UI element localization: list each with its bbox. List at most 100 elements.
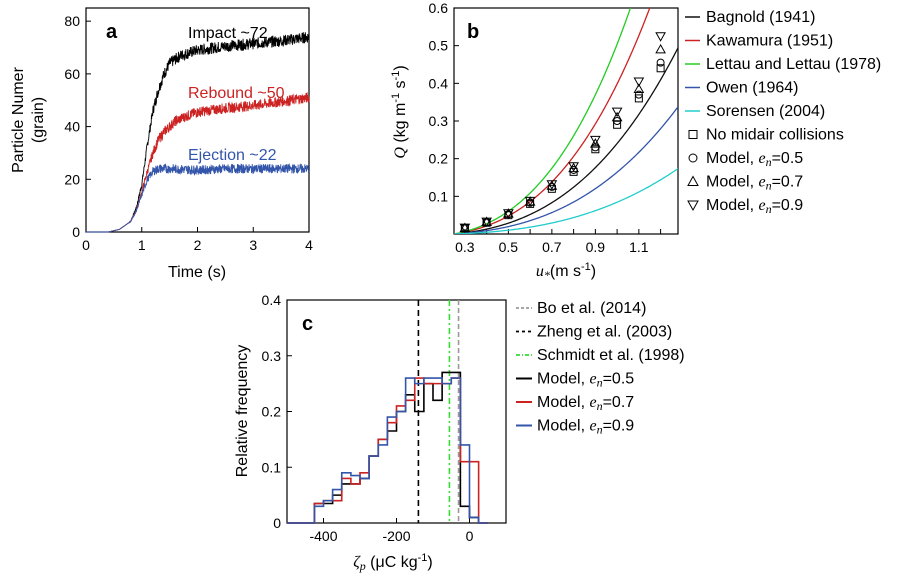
panel-c-ylabel: Relative frequency — [234, 345, 251, 478]
x-tick-label: 0 — [82, 237, 90, 253]
panel-c-legend: Bo et al. (2014) Zheng et al. (2003) Schmi… — [516, 300, 685, 437]
y-tick-label: 40 — [64, 119, 80, 135]
histogram-0 — [287, 371, 488, 524]
y-tick-label: 0.1 — [429, 188, 449, 204]
legend-label: Model, en=0.5 — [706, 150, 803, 169]
x-tick-label: 3 — [249, 237, 257, 253]
legend-marker-2 — [687, 175, 699, 186]
x-tick-label: 0.5 — [499, 239, 519, 255]
model-curve-1 — [454, 8, 651, 234]
legend-label: Model, en=0.5 — [537, 371, 634, 390]
panel-b-label: b — [467, 21, 479, 43]
data-point-3-6 — [590, 135, 601, 146]
x-tick-label: -400 — [309, 528, 337, 544]
legend-marker-0 — [688, 130, 698, 139]
x-tick-label: 0.3 — [455, 239, 475, 255]
panel-c-histograms — [287, 371, 488, 524]
panel-b-plot-frame — [453, 7, 679, 235]
data-point-0-7 — [613, 120, 622, 129]
series-label-rebound: Rebound ~50 — [188, 85, 285, 102]
panel-a-ylabel-line2: (grain) — [30, 97, 47, 143]
legend-label-3: Owen (1964) — [706, 80, 799, 97]
data-point-1-8 — [634, 90, 643, 99]
y-tick-label: 80 — [64, 13, 80, 29]
panel-b-ticks: 0.3 0.5 0.7 0.9 1.1 0.1 0.2 0.3 0.4 0.5 0.6 — [429, 0, 662, 255]
legend-label-4: Sorensen (2004) — [706, 103, 825, 120]
x-tick-label: 0.7 — [542, 239, 562, 255]
legend-marker-1 — [688, 153, 698, 163]
legend-label: Model, en=0.9 — [537, 418, 634, 437]
panel-c-xlabel: ζp (μC kg-1) — [353, 552, 433, 573]
data-point-2-8 — [633, 83, 645, 93]
y-tick-label: 0.1 — [262, 459, 282, 475]
y-tick-label: 0.6 — [429, 0, 449, 16]
x-tick-label: 0.9 — [586, 239, 606, 255]
data-point-3-5 — [568, 162, 579, 172]
model-curve-2 — [454, 8, 632, 234]
legend-label-2: Lettau and Lettau (1978) — [706, 56, 881, 73]
model-curve-0 — [454, 47, 678, 234]
y-tick-label: 0.2 — [429, 151, 449, 167]
y-tick-label: 60 — [64, 66, 80, 82]
y-tick-label: 0.2 — [262, 404, 282, 420]
panel-b: b 0.3 0.5 0.7 0.9 1.1 0.1 0.2 0.3 0.4 0.5 0.6 Bagn… — [390, 0, 881, 282]
x-tick-label: -200 — [382, 528, 410, 544]
panel-a-series-labels: Impact ~72 Rebound ~50 Ejection ~22 — [188, 25, 285, 164]
legend-label-2: Schmidt et al. (1998) — [537, 347, 685, 364]
y-tick-label: 0.4 — [429, 75, 449, 91]
data-point-1-9 — [656, 58, 665, 67]
panel-c-ticks: -400 -200 0 0 0.1 0.2 0.3 0.4 — [262, 292, 474, 544]
data-point-2-7 — [611, 111, 623, 122]
legend-label: No midair collisions — [706, 127, 844, 144]
data-point-2-9 — [655, 43, 666, 54]
panel-b-markers — [459, 32, 666, 234]
data-point-3-2 — [503, 209, 514, 219]
data-point-3-4 — [546, 180, 558, 190]
y-tick-label: 0.3 — [429, 113, 449, 129]
legend-marker-3 — [687, 200, 699, 212]
x-tick-label: 1 — [138, 237, 146, 253]
data-point-2-6 — [590, 138, 601, 148]
legend-label-1: Kawamura (1951) — [706, 33, 833, 50]
panel-c-label: c — [302, 313, 313, 335]
series-line-2 — [86, 163, 310, 233]
data-point-3-0 — [459, 223, 471, 234]
data-point-0-9 — [656, 64, 665, 73]
series-line-0 — [86, 32, 310, 233]
panel-a-label: a — [106, 21, 118, 43]
histogram-2 — [287, 377, 488, 524]
legend-label: Model, en=0.9 — [706, 197, 803, 216]
panel-a-series — [86, 32, 310, 233]
data-point-3-1 — [481, 217, 492, 228]
legend-label: Model, en=0.7 — [706, 174, 803, 193]
data-point-3-3 — [524, 196, 536, 207]
series-label-impact: Impact ~72 — [188, 25, 268, 42]
panel-c: c -400 -200 0 0 0.1 0.2 0.3 0.4 Bo et al. (2014… — [234, 292, 685, 573]
y-tick-label: 0.4 — [262, 292, 282, 308]
data-point-3-9 — [655, 32, 666, 42]
x-tick-label: 1.1 — [629, 239, 649, 255]
y-tick-label: 0.5 — [429, 38, 449, 54]
histogram-1 — [287, 377, 488, 524]
x-tick-label: 0 — [466, 528, 474, 544]
legend-label-1: Zheng et al. (2003) — [537, 324, 672, 341]
y-tick-label: 20 — [64, 171, 80, 187]
legend-label: Model, en=0.7 — [537, 394, 634, 413]
model-curve-3 — [454, 106, 678, 234]
y-tick-label: 0 — [72, 224, 80, 240]
panel-a-xlabel: Time (s) — [168, 264, 226, 281]
data-point-3-7 — [611, 107, 623, 118]
panel-b-ylabel: Q (kg m-1 s-1) — [390, 65, 409, 158]
x-tick-label: 4 — [305, 237, 313, 253]
data-point-0-8 — [634, 94, 643, 103]
panel-a-ylabel-line1: Particle Numer — [10, 66, 27, 172]
panel-b-curves — [454, 8, 678, 234]
x-tick-label: 2 — [194, 237, 202, 253]
panel-b-xlabel: u*(m s-1) — [536, 261, 596, 282]
legend-label-0: Bagnold (1941) — [706, 9, 815, 26]
model-curve-4 — [454, 168, 678, 234]
panel-b-legend: Bagnold (1941) Kawamura (1951) Lettau and … — [685, 9, 881, 216]
y-tick-label: 0.3 — [262, 348, 282, 364]
